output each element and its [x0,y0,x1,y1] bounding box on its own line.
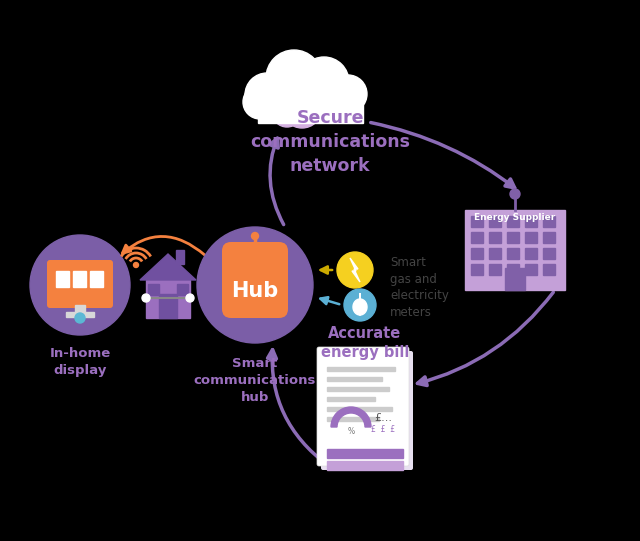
Text: £  £  £: £ £ £ [371,426,395,434]
Circle shape [299,57,349,107]
Bar [543,264,555,275]
Polygon shape [140,254,196,280]
Circle shape [30,235,130,335]
Bar [56,271,69,287]
Bar [73,271,86,287]
Bar [177,284,188,295]
Text: Energy Supplier: Energy Supplier [474,213,556,221]
Circle shape [329,75,367,113]
Bar [471,216,483,227]
Bar [148,284,159,295]
FancyBboxPatch shape [47,260,113,308]
Bar [465,210,565,290]
Polygon shape [350,258,360,282]
Text: %: % [348,426,355,436]
Text: Smart
gas and
electricity
meters: Smart gas and electricity meters [390,255,449,320]
Text: Hub: Hub [232,281,278,301]
Text: Secure
communications
network: Secure communications network [250,109,410,175]
Bar [75,305,85,312]
Bar [525,264,537,275]
FancyBboxPatch shape [317,347,409,466]
Bar [90,271,103,287]
Bar [505,268,525,290]
Bar [489,216,501,227]
Bar [159,294,177,318]
Bar [176,250,184,264]
Bar [327,449,403,458]
Bar [525,248,537,259]
Bar [507,216,519,227]
Circle shape [310,83,344,117]
Bar [489,264,501,275]
Bar [489,232,501,243]
Bar [146,280,190,318]
Circle shape [243,85,277,119]
Text: £...: £... [374,413,392,423]
Bar [258,98,363,123]
Bar [525,232,537,243]
Bar [327,377,382,380]
Circle shape [252,233,259,240]
Bar [471,232,483,243]
Circle shape [266,50,322,106]
Circle shape [282,88,322,128]
Bar [507,248,519,259]
Polygon shape [353,293,367,315]
Bar [543,232,555,243]
Circle shape [272,97,302,127]
Bar [507,232,519,243]
Bar [471,264,483,275]
Circle shape [344,289,376,321]
Bar [327,387,389,391]
Bar [327,407,392,411]
Bar [327,397,375,400]
FancyBboxPatch shape [222,242,288,318]
Bar [327,461,403,470]
Bar [66,312,94,317]
Circle shape [510,189,520,199]
Bar [543,248,555,259]
Wedge shape [331,407,371,427]
Bar [525,216,537,227]
Bar [489,248,501,259]
FancyBboxPatch shape [321,351,413,470]
Circle shape [75,313,85,323]
Bar [327,417,379,420]
Circle shape [142,294,150,302]
Bar [327,367,395,371]
Text: Accurate
energy bill: Accurate energy bill [321,326,409,360]
Text: Smart
communications
hub: Smart communications hub [194,357,316,404]
Bar [543,216,555,227]
Circle shape [134,262,138,267]
Circle shape [197,227,313,343]
Bar [507,264,519,275]
Circle shape [186,294,194,302]
Circle shape [337,252,373,288]
Circle shape [245,73,289,117]
Text: In-home
display: In-home display [49,347,111,377]
Bar [471,248,483,259]
